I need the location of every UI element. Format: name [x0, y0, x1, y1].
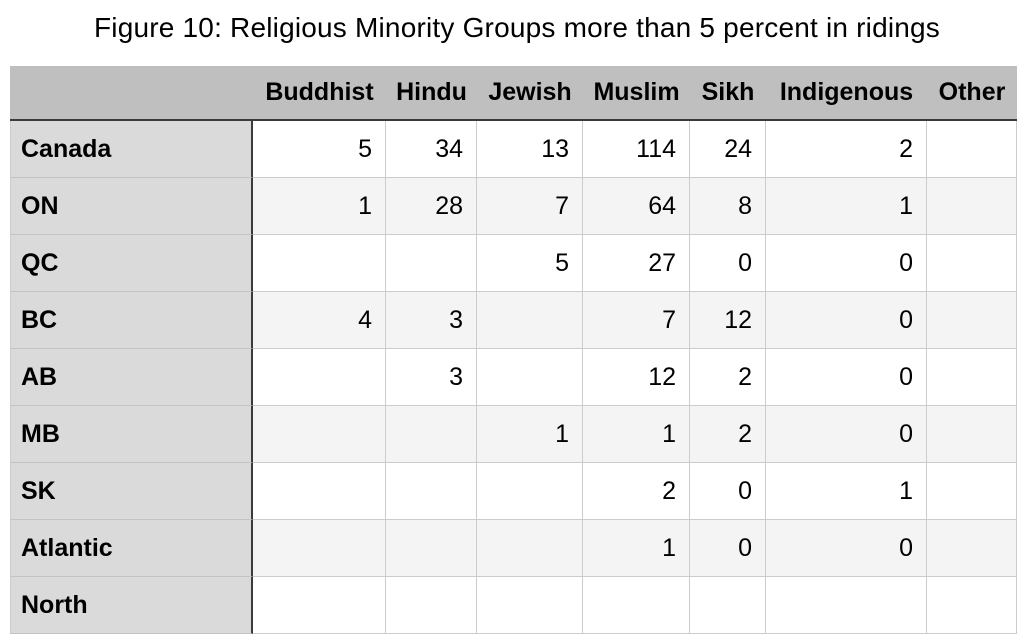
table-header-row: Buddhist Hindu Jewish Muslim Sikh Indigenous O…	[10, 66, 1017, 121]
cell-bc-muslim: 7	[583, 292, 690, 349]
cell-sk-indigenous: 1	[766, 463, 927, 520]
cell-mb-sikh: 2	[690, 406, 766, 463]
cell-canada-jewish: 13	[477, 121, 583, 178]
cell-atlantic-sikh: 0	[690, 520, 766, 577]
cell-sk-muslim: 2	[583, 463, 690, 520]
column-header-jewish: Jewish	[488, 78, 572, 106]
cell-atlantic-jewish	[477, 520, 583, 577]
cell-north-muslim	[583, 577, 690, 634]
table-row-bc: BC 4 3 7 12 0	[10, 292, 1017, 349]
cell-qc-jewish: 5	[477, 235, 583, 292]
cell-bc-buddhist: 4	[253, 292, 386, 349]
column-header-hindu: Hindu	[396, 78, 467, 106]
row-label-sk: SK	[10, 463, 253, 520]
row-label-bc: BC	[10, 292, 253, 349]
cell-ab-indigenous: 0	[766, 349, 927, 406]
table-row-ab: AB 3 12 2 0	[10, 349, 1017, 406]
cell-north-buddhist	[253, 577, 386, 634]
table-row-sk: SK 2 0 1	[10, 463, 1017, 520]
cell-canada-muslim: 114	[583, 121, 690, 178]
cell-north-other	[927, 577, 1017, 634]
row-label-canada: Canada	[10, 121, 253, 178]
row-label-atlantic: Atlantic	[10, 520, 253, 577]
row-label-qc: QC	[10, 235, 253, 292]
cell-canada-other	[927, 121, 1017, 178]
column-header-muslim: Muslim	[593, 78, 680, 106]
cell-sk-sikh: 0	[690, 463, 766, 520]
cell-sk-other	[927, 463, 1017, 520]
cell-mb-hindu	[386, 406, 477, 463]
cell-north-sikh	[690, 577, 766, 634]
cell-sk-jewish	[477, 463, 583, 520]
cell-atlantic-other	[927, 520, 1017, 577]
cell-north-hindu	[386, 577, 477, 634]
cell-mb-other	[927, 406, 1017, 463]
cell-north-indigenous	[766, 577, 927, 634]
cell-atlantic-buddhist	[253, 520, 386, 577]
cell-qc-other	[927, 235, 1017, 292]
row-label-mb: MB	[10, 406, 253, 463]
cell-north-jewish	[477, 577, 583, 634]
row-label-north: North	[10, 577, 253, 634]
cell-qc-hindu	[386, 235, 477, 292]
table-row-qc: QC 5 27 0 0	[10, 235, 1017, 292]
cell-mb-buddhist	[253, 406, 386, 463]
cell-ab-muslim: 12	[583, 349, 690, 406]
column-header-other: Other	[938, 78, 1006, 106]
row-label-ab: AB	[10, 349, 253, 406]
table-row-mb: MB 1 1 2 0	[10, 406, 1017, 463]
cell-canada-sikh: 24	[690, 121, 766, 178]
cell-ab-buddhist	[253, 349, 386, 406]
cell-sk-buddhist	[253, 463, 386, 520]
cell-bc-other	[927, 292, 1017, 349]
cell-canada-indigenous: 2	[766, 121, 927, 178]
cell-bc-sikh: 12	[690, 292, 766, 349]
cell-qc-muslim: 27	[583, 235, 690, 292]
cell-canada-buddhist: 5	[253, 121, 386, 178]
cell-qc-indigenous: 0	[766, 235, 927, 292]
corner-cell	[10, 66, 253, 119]
cell-mb-jewish: 1	[477, 406, 583, 463]
cell-canada-hindu: 34	[386, 121, 477, 178]
table-row-on: ON 1 28 7 64 8 1	[10, 178, 1017, 235]
table-row-north: North	[10, 577, 1017, 634]
row-label-on: ON	[10, 178, 253, 235]
cell-on-muslim: 64	[583, 178, 690, 235]
cell-on-other	[927, 178, 1017, 235]
column-header-indigenous: Indigenous	[779, 78, 914, 106]
cell-bc-hindu: 3	[386, 292, 477, 349]
cell-ab-hindu: 3	[386, 349, 477, 406]
cell-atlantic-muslim: 1	[583, 520, 690, 577]
table-row-canada: Canada 5 34 13 114 24 2	[10, 121, 1017, 178]
table-row-atlantic: Atlantic 1 0 0	[10, 520, 1017, 577]
cell-atlantic-indigenous: 0	[766, 520, 927, 577]
cell-on-buddhist: 1	[253, 178, 386, 235]
data-table: Buddhist Hindu Jewish Muslim Sikh Indigenous O…	[10, 66, 1017, 634]
cell-on-indigenous: 1	[766, 178, 927, 235]
cell-mb-muslim: 1	[583, 406, 690, 463]
column-header-sikh: Sikh	[701, 78, 755, 106]
cell-on-hindu: 28	[386, 178, 477, 235]
cell-ab-sikh: 2	[690, 349, 766, 406]
cell-on-sikh: 8	[690, 178, 766, 235]
cell-mb-indigenous: 0	[766, 406, 927, 463]
figure-title: Figure 10: Religious Minority Groups mor…	[93, 12, 941, 43]
cell-atlantic-hindu	[386, 520, 477, 577]
cell-ab-other	[927, 349, 1017, 406]
cell-bc-jewish	[477, 292, 583, 349]
cell-qc-sikh: 0	[690, 235, 766, 292]
cell-sk-hindu	[386, 463, 477, 520]
cell-on-jewish: 7	[477, 178, 583, 235]
cell-qc-buddhist	[253, 235, 386, 292]
cell-bc-indigenous: 0	[766, 292, 927, 349]
cell-ab-jewish	[477, 349, 583, 406]
column-header-buddhist: Buddhist	[265, 78, 374, 106]
